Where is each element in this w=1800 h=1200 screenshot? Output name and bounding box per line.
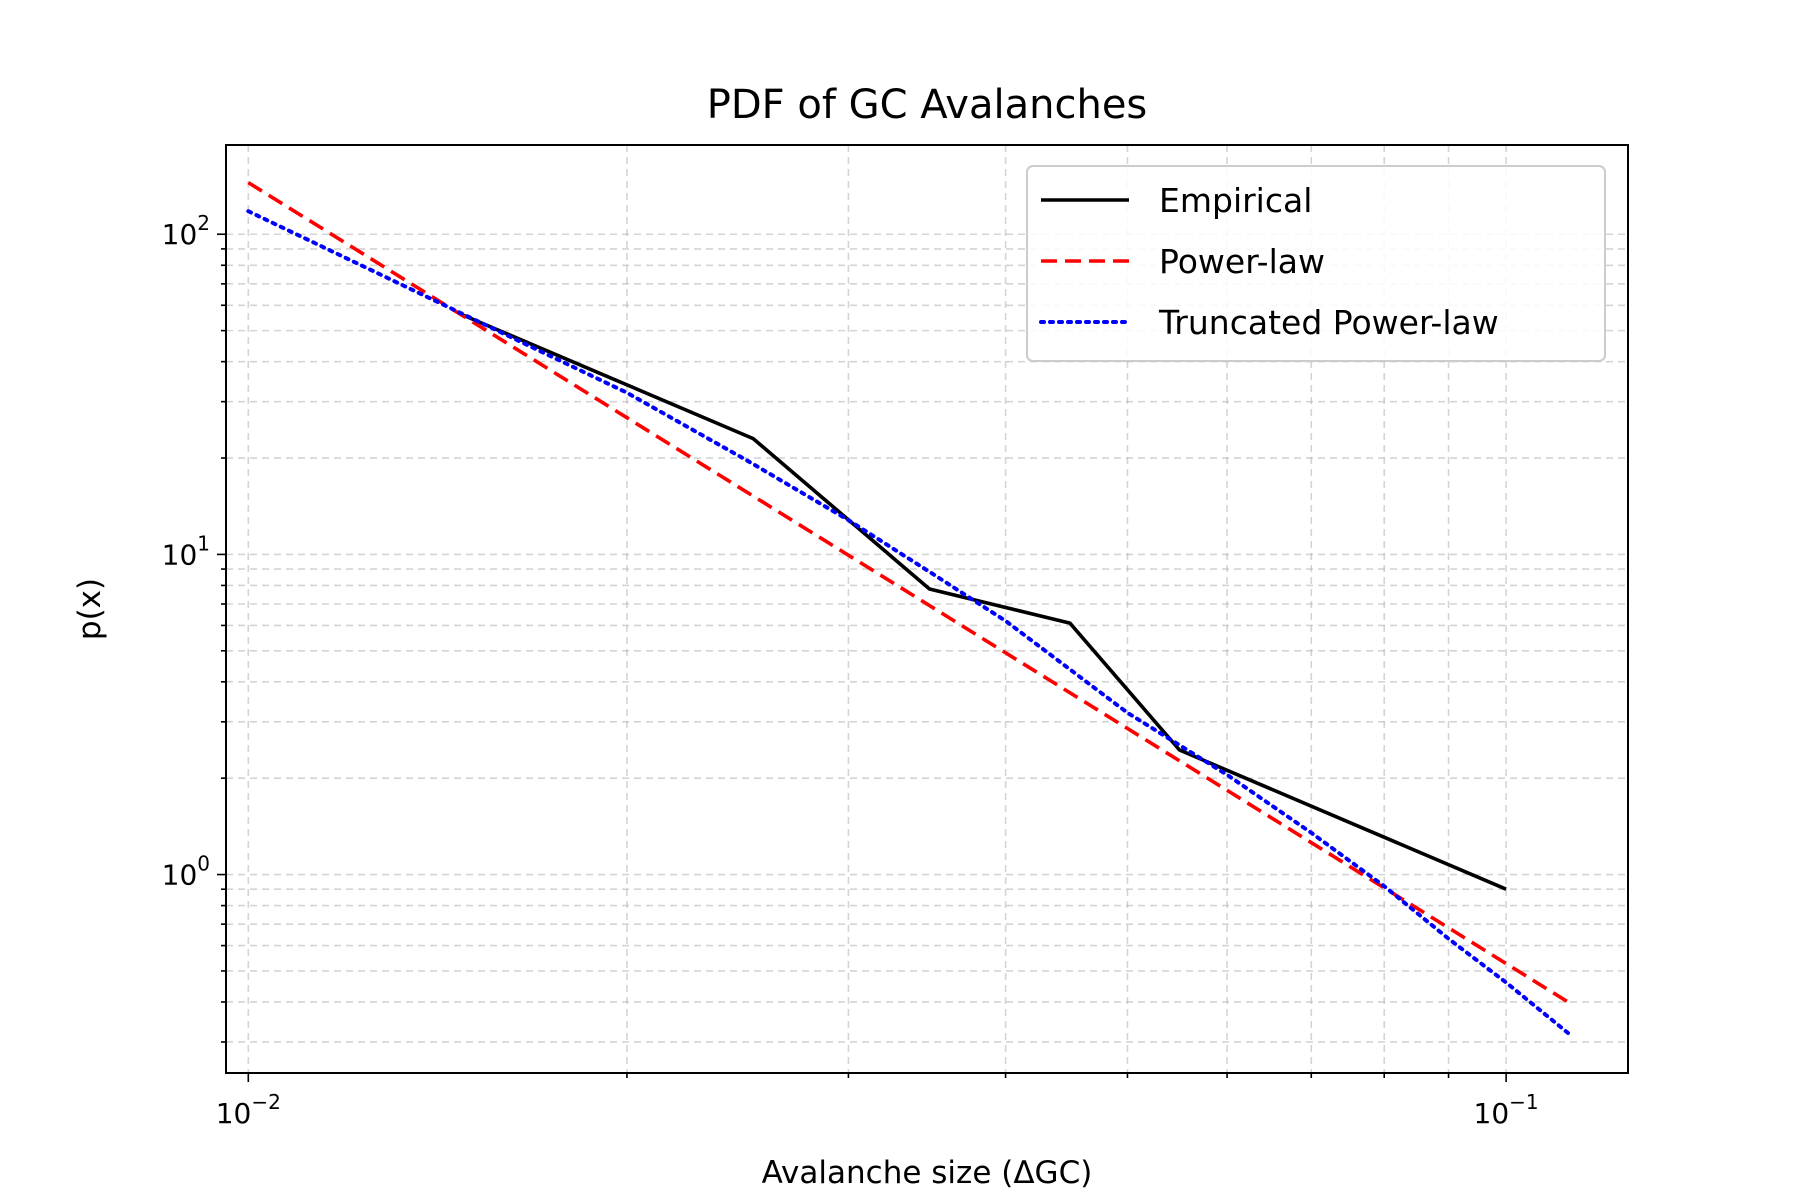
- chart-title: PDF of GC Avalanches: [707, 82, 1148, 128]
- legend: Empirical Power-law Truncated Power-law: [1026, 165, 1606, 362]
- x-tick-label: 10−1: [1474, 1090, 1539, 1130]
- legend-label: Empirical: [1159, 181, 1312, 220]
- plot-frame: [225, 144, 1629, 1074]
- legend-box: [1026, 165, 1606, 362]
- series-line-empirical: [461, 313, 1507, 891]
- series-layer: [246, 181, 1570, 1035]
- x-axis-label: Avalanche size (ΔGC): [762, 1155, 1093, 1191]
- legend-label: Truncated Power-law: [1158, 303, 1499, 342]
- legend-label: Power-law: [1159, 242, 1325, 281]
- y-tick-label: 102: [162, 211, 210, 251]
- y-axis-label: p(x): [72, 578, 108, 640]
- y-tick-label: 100: [162, 852, 210, 892]
- series-line-truncated-power-law: [246, 209, 1570, 1035]
- x-tick-label: 10−2: [216, 1090, 281, 1130]
- y-tick-label: 101: [162, 531, 210, 571]
- axis-ticks: 10−2 10−1 100 101 102: [162, 211, 1539, 1130]
- grid: [226, 145, 1628, 1073]
- series-line-power-law: [247, 181, 1569, 1004]
